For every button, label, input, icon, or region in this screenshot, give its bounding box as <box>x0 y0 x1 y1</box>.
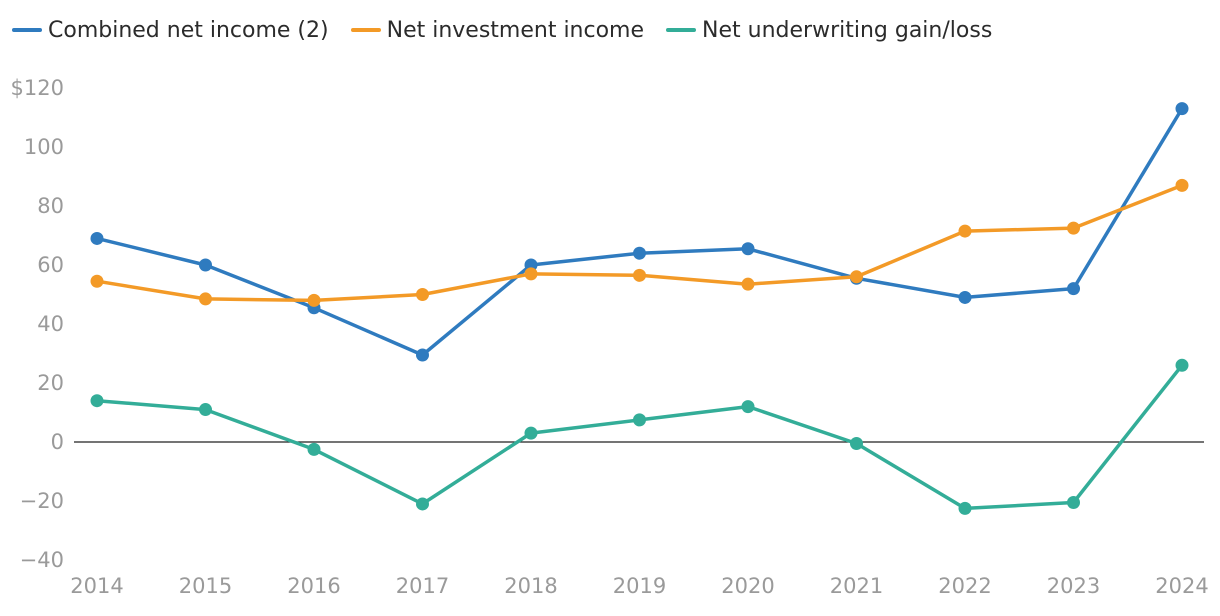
y-tick-label: 40 <box>37 312 64 336</box>
data-point <box>850 270 863 284</box>
legend-item-combined-net-income: Combined net income (2) <box>12 18 329 43</box>
series-3 <box>90 358 1189 515</box>
data-point <box>1175 358 1189 372</box>
legend-swatch-net-investment-income <box>350 28 381 32</box>
y-tick-label: 20 <box>37 371 64 395</box>
legend-item-net-investment-income: Net investment income <box>350 17 645 43</box>
data-point <box>958 224 972 238</box>
x-tick-label: 2019 <box>613 574 666 598</box>
data-point <box>416 497 429 511</box>
x-tick-label: 2014 <box>70 574 123 598</box>
data-point <box>416 288 429 301</box>
data-point <box>633 268 646 282</box>
data-point <box>307 293 321 307</box>
series-line <box>96 364 1184 511</box>
y-axis-tick-labels: −40 −20 0 20 40 60 80 100 $120 <box>11 76 64 572</box>
data-point <box>633 246 646 260</box>
data-point <box>1067 282 1080 296</box>
x-tick-label: 2018 <box>504 574 557 598</box>
data-point <box>1067 221 1080 235</box>
data-point <box>199 403 212 417</box>
legend-label-net-investment-income: Net investment income <box>386 17 645 43</box>
data-point <box>416 348 429 362</box>
chart-legend: Combined net income (2) Net investment i… <box>12 10 992 50</box>
data-point <box>90 274 104 288</box>
x-tick-label: 2020 <box>721 574 774 598</box>
y-tick-label: 60 <box>37 253 64 277</box>
data-point <box>741 242 755 256</box>
data-point <box>524 267 538 281</box>
data-point <box>199 258 212 272</box>
x-tick-label: 2024 <box>1155 574 1208 598</box>
x-axis-tick-labels: 2014 2015 2016 2017 2018 2019 2020 2021 2022 2023… <box>70 574 1208 598</box>
data-point <box>741 400 755 414</box>
series-1 <box>90 102 1189 362</box>
data-point <box>524 426 538 440</box>
x-tick-label: 2015 <box>179 574 232 598</box>
data-point <box>741 277 755 291</box>
series-line <box>96 183 1183 303</box>
x-tick-label: 2021 <box>830 574 883 598</box>
y-tick-label: 0 <box>51 430 64 454</box>
data-point <box>307 442 321 456</box>
legend-swatch-combined-net-income <box>12 28 42 32</box>
legend-label-net-underwriting: Net underwriting gain/loss <box>702 17 993 43</box>
series-line <box>96 107 1184 357</box>
legend-label-combined-net-income: Combined net income (2) <box>48 17 329 43</box>
x-tick-label: 2016 <box>287 574 340 598</box>
x-tick-label: 2023 <box>1047 574 1100 598</box>
data-point <box>1175 178 1189 192</box>
series-2 <box>90 178 1189 307</box>
legend-swatch-net-underwriting <box>666 28 697 32</box>
data-point <box>90 394 104 408</box>
data-point <box>1175 102 1189 116</box>
x-tick-label: 2022 <box>938 574 991 598</box>
y-tick-label: −40 <box>20 548 64 572</box>
data-point <box>199 292 212 306</box>
data-point <box>958 501 972 515</box>
y-tick-label: $120 <box>11 76 64 100</box>
y-tick-label: −20 <box>20 489 64 513</box>
data-point <box>633 413 646 427</box>
legend-item-net-underwriting: Net underwriting gain/loss <box>666 18 992 43</box>
data-point <box>850 436 863 450</box>
data-point <box>90 231 104 245</box>
series-lines <box>90 102 1189 515</box>
data-point <box>1067 495 1080 509</box>
data-point <box>958 290 972 304</box>
y-tick-label: 100 <box>24 135 64 159</box>
x-tick-label: 2017 <box>396 574 449 598</box>
y-tick-label: 80 <box>37 194 64 218</box>
